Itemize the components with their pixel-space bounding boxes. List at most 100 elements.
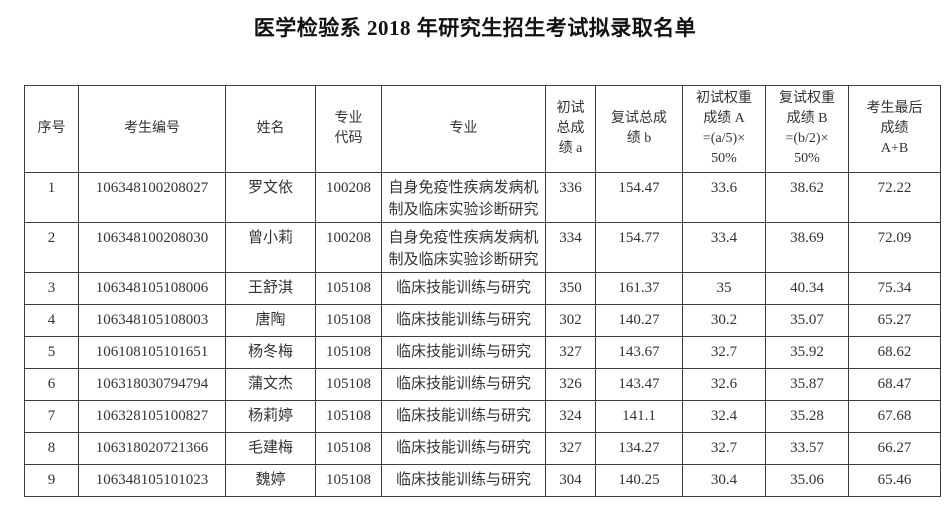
cell-initial_weighted: 32.4 — [682, 400, 766, 433]
cell-initial_total: 326 — [545, 368, 596, 401]
cell-final_total: 65.27 — [848, 304, 941, 337]
cell-final_total: 72.22 — [848, 172, 941, 223]
cell-initial_total: 304 — [545, 464, 596, 497]
cell-major_code: 105108 — [315, 368, 382, 401]
cell-seq: 1 — [24, 172, 79, 223]
cell-name: 杨冬梅 — [225, 336, 316, 369]
cell-candidate_id: 106318020721366 — [78, 432, 226, 465]
table-body: 1 106348100208027 罗文依 100208 自身免疫性疾病发病机制及临床实… — [24, 172, 941, 497]
cell-initial_weighted: 32.7 — [682, 432, 766, 465]
table-row: 2 106348100208030 曾小莉 100208 自身免疫性疾病发病机制及临床实… — [24, 222, 941, 273]
cell-major_code: 105108 — [315, 304, 382, 337]
table-header: 序号 考生编号 姓名 专业 代码 专业 初试 总成 绩 a 复试总成 绩 b 初试权重 成绩 … — [24, 85, 941, 173]
cell-name: 唐陶 — [225, 304, 316, 337]
header-cell-retest_total: 复试总成 绩 b — [595, 85, 683, 173]
cell-name: 王舒淇 — [225, 272, 316, 305]
cell-initial_weighted: 32.7 — [682, 336, 766, 369]
cell-major_code: 105108 — [315, 272, 382, 305]
cell-retest_weighted: 35.06 — [765, 464, 849, 497]
header-cell-candidate_id: 考生编号 — [78, 85, 226, 173]
cell-retest_weighted: 38.69 — [765, 222, 849, 273]
cell-candidate_id: 106348105101023 — [78, 464, 226, 497]
cell-name: 杨莉婷 — [225, 400, 316, 433]
cell-initial_weighted: 32.6 — [682, 368, 766, 401]
cell-major: 临床技能训练与研究 — [381, 272, 546, 305]
header-row: 序号 考生编号 姓名 专业 代码 专业 初试 总成 绩 a 复试总成 绩 b 初试权重 成绩 … — [24, 85, 941, 173]
cell-major_code: 100208 — [315, 172, 382, 223]
cell-seq: 6 — [24, 368, 79, 401]
cell-candidate_id: 106348100208030 — [78, 222, 226, 273]
cell-retest_total: 140.25 — [595, 464, 683, 497]
cell-initial_weighted: 30.4 — [682, 464, 766, 497]
cell-retest_weighted: 33.57 — [765, 432, 849, 465]
cell-seq: 8 — [24, 432, 79, 465]
table-row: 3 106348105108006 王舒淇 105108 临床技能训练与研究 350 161… — [24, 272, 941, 305]
cell-seq: 3 — [24, 272, 79, 305]
cell-retest_total: 140.27 — [595, 304, 683, 337]
cell-major_code: 100208 — [315, 222, 382, 273]
cell-major_code: 105108 — [315, 464, 382, 497]
cell-retest_total: 134.27 — [595, 432, 683, 465]
cell-candidate_id: 106328105100827 — [78, 400, 226, 433]
header-cell-initial_total: 初试 总成 绩 a — [545, 85, 596, 173]
cell-initial_weighted: 35 — [682, 272, 766, 305]
cell-retest_total: 161.37 — [595, 272, 683, 305]
cell-retest_weighted: 40.34 — [765, 272, 849, 305]
cell-retest_weighted: 35.87 — [765, 368, 849, 401]
table-row: 9 106348105101023 魏婷 105108 临床技能训练与研究 304 140.… — [24, 464, 941, 497]
cell-seq: 7 — [24, 400, 79, 433]
cell-initial_weighted: 33.6 — [682, 172, 766, 223]
cell-name: 蒲文杰 — [225, 368, 316, 401]
cell-name: 曾小莉 — [225, 222, 316, 273]
table-row: 5 106108105101651 杨冬梅 105108 临床技能训练与研究 327 143… — [24, 336, 941, 369]
cell-seq: 9 — [24, 464, 79, 497]
cell-final_total: 72.09 — [848, 222, 941, 273]
cell-major: 自身免疫性疾病发病机制及临床实验诊断研究 — [381, 172, 546, 223]
cell-initial_total: 350 — [545, 272, 596, 305]
cell-candidate_id: 106318030794794 — [78, 368, 226, 401]
cell-seq: 2 — [24, 222, 79, 273]
cell-retest_weighted: 35.07 — [765, 304, 849, 337]
header-cell-final_total: 考生最后 成绩 A+B — [848, 85, 941, 173]
cell-candidate_id: 106348105108003 — [78, 304, 226, 337]
header-cell-name: 姓名 — [225, 85, 316, 173]
cell-major: 临床技能训练与研究 — [381, 432, 546, 465]
page-title: 医学检验系 2018 年研究生招生考试拟录取名单 — [253, 16, 697, 40]
cell-final_total: 66.27 — [848, 432, 941, 465]
header-cell-major: 专业 — [381, 85, 546, 173]
cell-major: 临床技能训练与研究 — [381, 368, 546, 401]
table-row: 1 106348100208027 罗文依 100208 自身免疫性疾病发病机制及临床实… — [24, 172, 941, 223]
cell-initial_total: 334 — [545, 222, 596, 273]
cell-final_total: 75.34 — [848, 272, 941, 305]
header-cell-major_code: 专业 代码 — [315, 85, 382, 173]
cell-final_total: 68.62 — [848, 336, 941, 369]
cell-retest_weighted: 35.92 — [765, 336, 849, 369]
cell-major_code: 105108 — [315, 336, 382, 369]
cell-initial_total: 302 — [545, 304, 596, 337]
cell-seq: 4 — [24, 304, 79, 337]
cell-major_code: 105108 — [315, 432, 382, 465]
cell-major: 临床技能训练与研究 — [381, 464, 546, 497]
cell-retest_total: 143.67 — [595, 336, 683, 369]
cell-retest_total: 143.47 — [595, 368, 683, 401]
cell-initial_weighted: 30.2 — [682, 304, 766, 337]
cell-initial_total: 336 — [545, 172, 596, 223]
table-row: 6 106318030794794 蒲文杰 105108 临床技能训练与研究 326 143… — [24, 368, 941, 401]
cell-retest_weighted: 38.62 — [765, 172, 849, 223]
cell-candidate_id: 106348105108006 — [78, 272, 226, 305]
cell-name: 魏婷 — [225, 464, 316, 497]
cell-candidate_id: 106348100208027 — [78, 172, 226, 223]
cell-name: 毛建梅 — [225, 432, 316, 465]
header-cell-seq: 序号 — [24, 85, 79, 173]
cell-major: 临床技能训练与研究 — [381, 304, 546, 337]
admission-list-table: 序号 考生编号 姓名 专业 代码 专业 初试 总成 绩 a 复试总成 绩 b 初试权重 成绩 … — [24, 85, 941, 497]
table-row: 4 106348105108003 唐陶 105108 临床技能训练与研究 302 140.… — [24, 304, 941, 337]
cell-retest_weighted: 35.28 — [765, 400, 849, 433]
cell-final_total: 67.68 — [848, 400, 941, 433]
cell-initial_total: 324 — [545, 400, 596, 433]
cell-seq: 5 — [24, 336, 79, 369]
table-row: 8 106318020721366 毛建梅 105108 临床技能训练与研究 327 134… — [24, 432, 941, 465]
cell-major: 临床技能训练与研究 — [381, 400, 546, 433]
header-cell-initial_weighted: 初试权重 成绩 A =(a/5)× 50% — [682, 85, 766, 173]
table-row: 7 106328105100827 杨莉婷 105108 临床技能训练与研究 324 141… — [24, 400, 941, 433]
